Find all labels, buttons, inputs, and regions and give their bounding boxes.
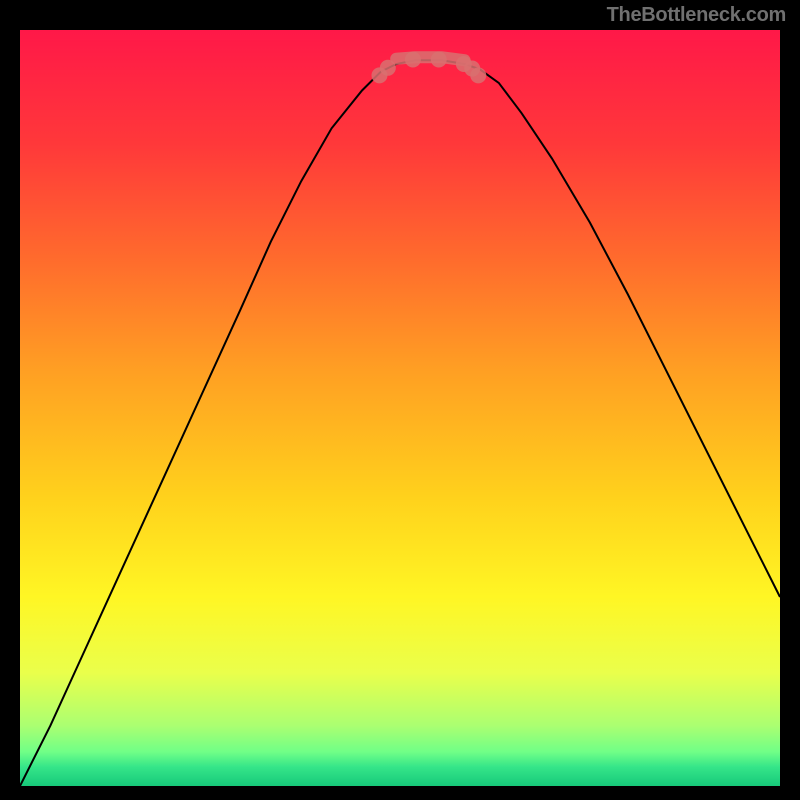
attribution-label: TheBottleneck.com: [607, 4, 786, 27]
bottleneck-chart-svg: [20, 30, 780, 786]
plot-area: [20, 30, 780, 786]
marker-dot: [470, 67, 486, 83]
chart-background: [20, 30, 780, 786]
marker-dot: [431, 51, 447, 67]
chart-root: TheBottleneck.com: [0, 0, 800, 800]
marker-dot: [405, 51, 421, 67]
marker-dot: [380, 60, 396, 76]
